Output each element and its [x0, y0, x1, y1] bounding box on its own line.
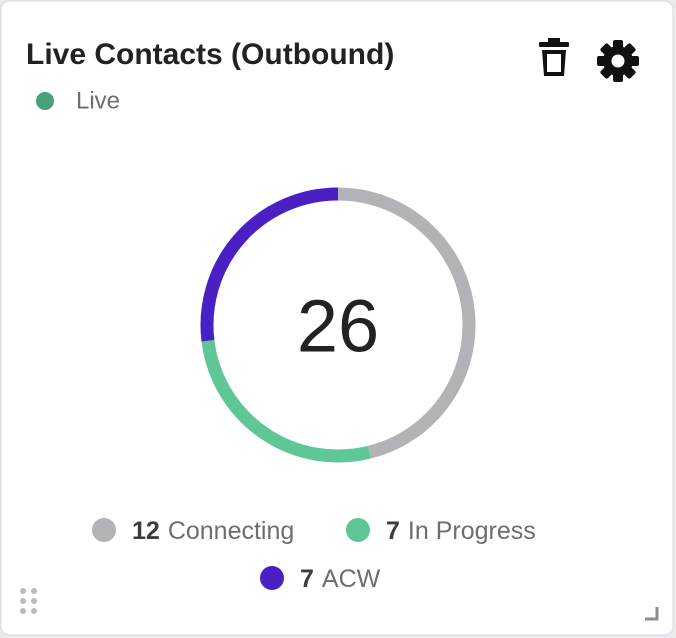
- drag-handle[interactable]: [20, 588, 37, 614]
- legend-item: 7 ACW: [300, 565, 381, 593]
- donut-segment: [201, 339, 371, 463]
- legend-item: 12 Connecting: [132, 517, 294, 545]
- status-label: Live: [76, 87, 120, 114]
- legend-marker: [346, 518, 370, 542]
- legend-value: 7: [386, 517, 400, 545]
- delete-button[interactable]: [539, 38, 569, 76]
- resize-handle[interactable]: [645, 607, 659, 621]
- donut-segment: [337, 187, 476, 459]
- donut-total: 26: [297, 285, 379, 368]
- donut-segment: [200, 187, 339, 342]
- status-dot: [36, 92, 54, 110]
- legend-marker: [260, 566, 284, 590]
- legend-label: In Progress: [408, 517, 536, 545]
- legend-label: Connecting: [168, 517, 294, 545]
- widget-title: Live Contacts (Outbound): [26, 38, 394, 71]
- legend-value: 7: [300, 565, 314, 593]
- legend-marker: [92, 518, 116, 542]
- legend-label: ACW: [322, 565, 381, 593]
- settings-button[interactable]: [597, 40, 639, 82]
- legend-item: 7 In Progress: [386, 517, 536, 545]
- legend-value: 12: [132, 517, 160, 545]
